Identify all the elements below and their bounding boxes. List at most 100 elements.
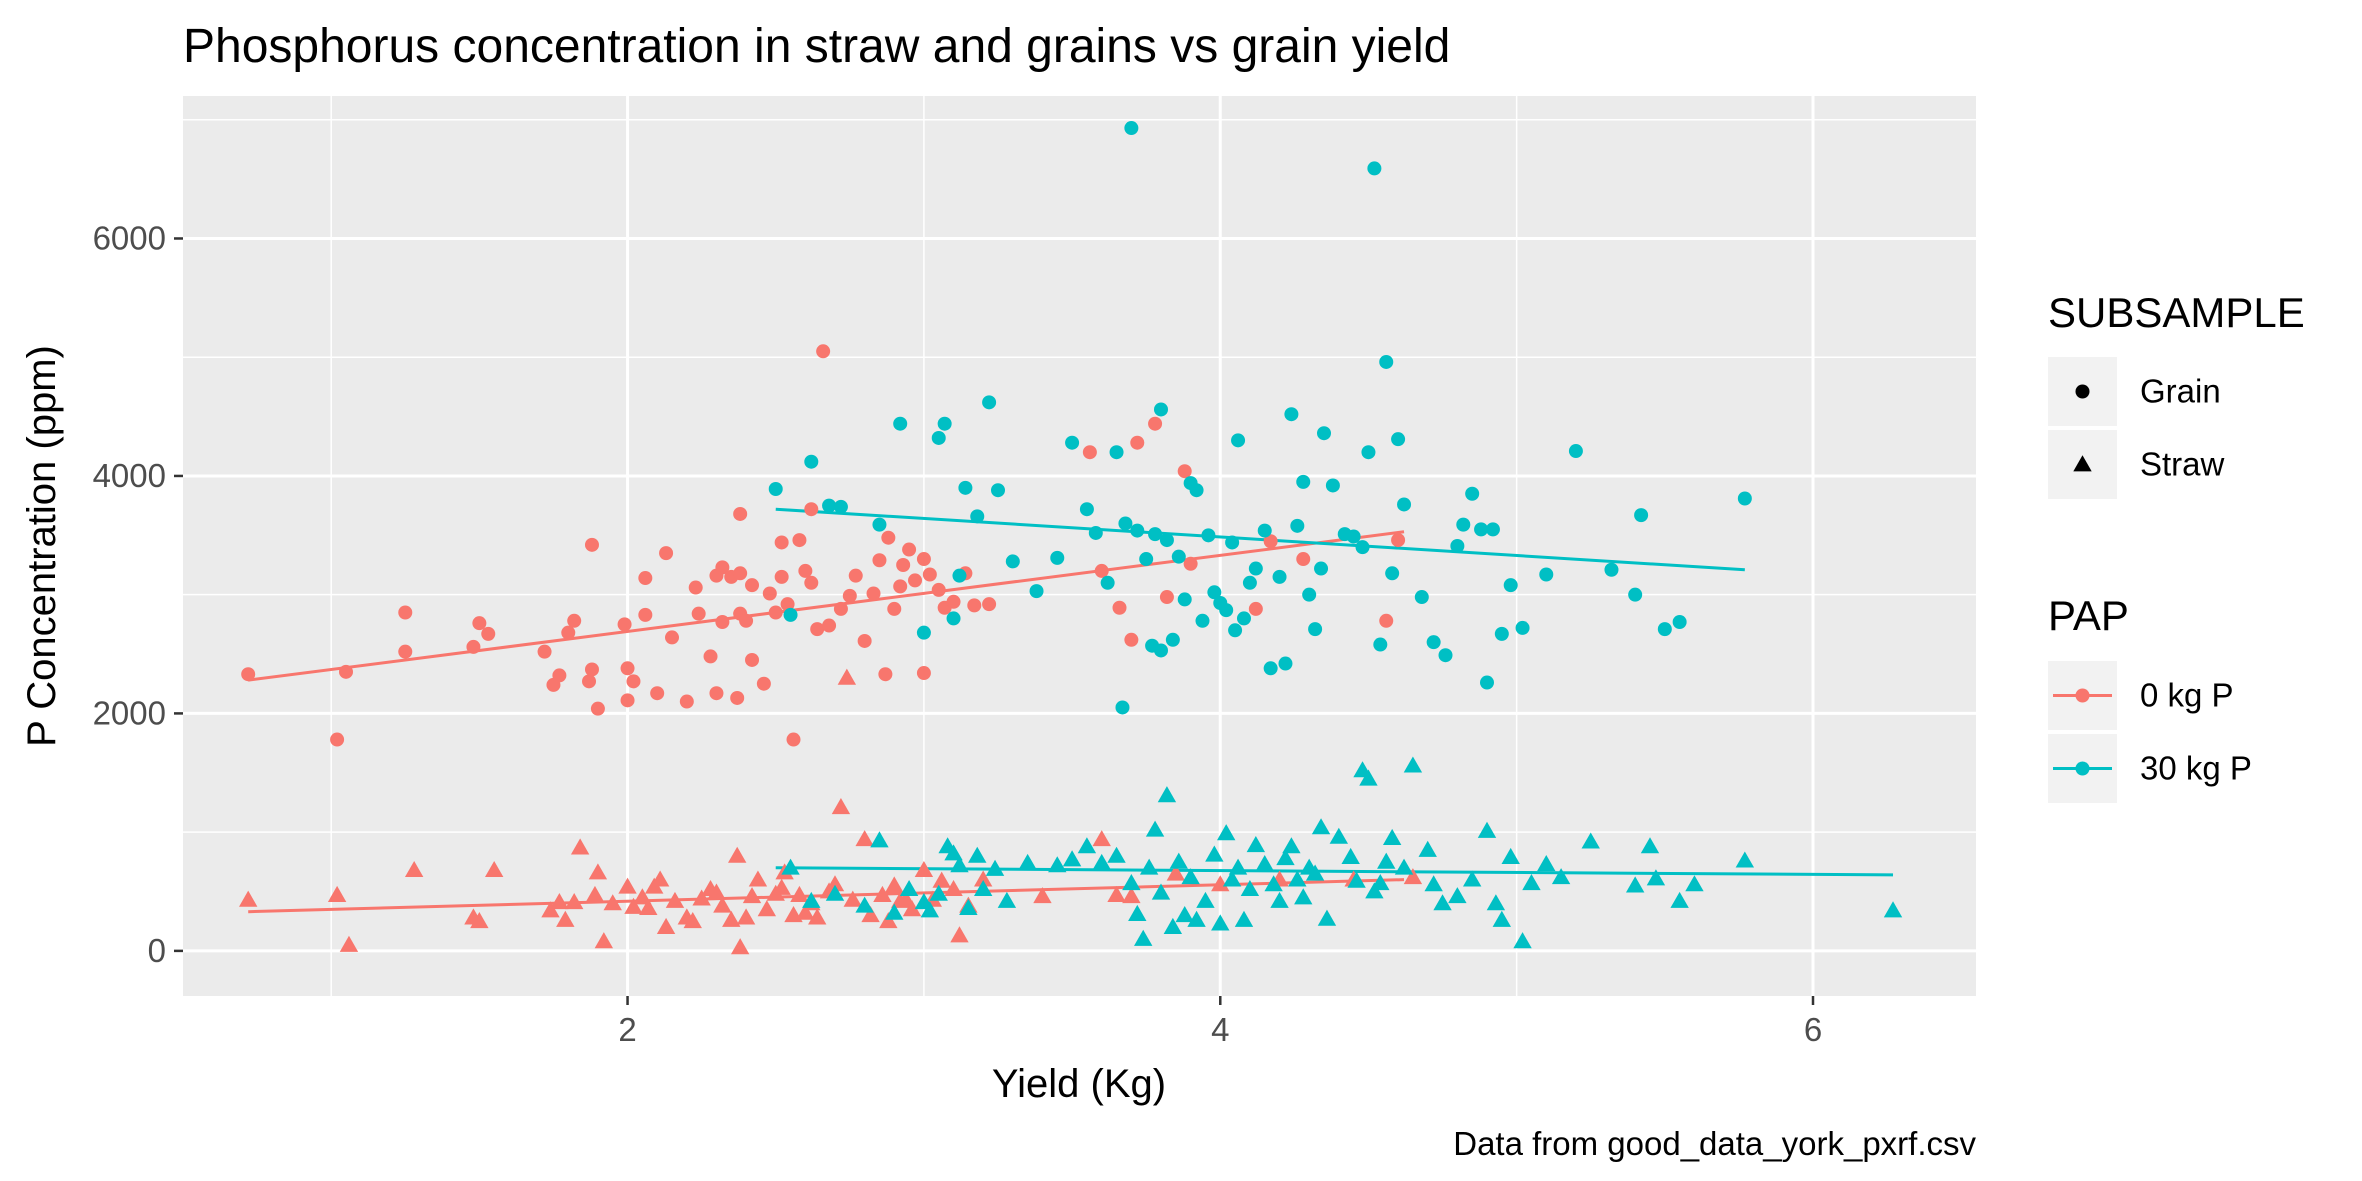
data-point [588, 863, 608, 880]
data-point [745, 652, 760, 667]
data-point [1211, 914, 1230, 931]
data-point [1503, 578, 1518, 593]
data-point [1379, 354, 1394, 369]
data-point [1094, 563, 1109, 578]
data-point [1234, 910, 1254, 927]
data-point [866, 586, 881, 601]
data-point [937, 416, 952, 431]
data-point [952, 568, 967, 583]
data-point [973, 870, 993, 887]
data-point [556, 910, 575, 927]
data-point [1181, 868, 1200, 885]
data-point [1634, 508, 1649, 523]
data-point [1231, 433, 1246, 448]
x-axis-title: Yield (Kg) [992, 1062, 1166, 1106]
data-point [873, 885, 892, 902]
data-point [584, 537, 599, 552]
data-point [1196, 891, 1215, 908]
data-point [688, 580, 703, 595]
data-point [541, 901, 560, 918]
data-point [1424, 875, 1443, 892]
data-point [1159, 590, 1174, 605]
trend-line [775, 507, 1745, 572]
data-point [1394, 858, 1414, 875]
data-point [1050, 550, 1065, 565]
data-point [1355, 540, 1370, 555]
data-point [1122, 874, 1141, 891]
data-point [1373, 637, 1388, 652]
data-point [780, 597, 795, 612]
x-tick-label: 6 [1804, 1011, 1822, 1048]
data-point [1282, 837, 1301, 854]
data-point [831, 798, 851, 815]
data-point [1171, 549, 1186, 564]
data-point [1883, 901, 1903, 918]
data-point [1325, 478, 1340, 493]
data-point [1183, 556, 1198, 571]
data-point [857, 633, 872, 648]
data-point [1092, 853, 1111, 870]
data-point [861, 906, 880, 923]
data-point [1062, 850, 1082, 867]
data-point [1082, 445, 1097, 460]
data-point [1403, 756, 1423, 773]
data-point [1124, 632, 1139, 647]
data-point [1276, 849, 1295, 866]
data-point [709, 686, 724, 701]
data-point [1109, 445, 1124, 460]
data-point [774, 535, 789, 550]
data-point [1311, 818, 1331, 835]
data-point [1148, 416, 1163, 431]
data-point [590, 701, 605, 716]
data-point [679, 694, 694, 709]
data-point [470, 911, 489, 929]
data-point [1211, 875, 1230, 892]
data-point [950, 856, 969, 873]
data-point [842, 588, 857, 603]
data-point [1474, 522, 1489, 537]
data-point [1494, 626, 1509, 641]
grid-minor [183, 96, 1976, 996]
data-point [1290, 518, 1305, 533]
data-point [804, 502, 819, 517]
data-point [582, 674, 597, 689]
data-point [774, 569, 789, 584]
data-point [1456, 517, 1471, 532]
data-point [825, 884, 845, 901]
data-point [1029, 584, 1044, 599]
data-point [570, 838, 590, 855]
data-point [914, 860, 934, 878]
data-point [1228, 623, 1243, 638]
data-point [944, 844, 963, 861]
data-point [1414, 590, 1429, 605]
data-point [1551, 868, 1571, 885]
data-point [1397, 497, 1412, 512]
data-point [1462, 870, 1482, 887]
y-axis: 0 2000 4000 6000 [93, 219, 183, 969]
data-point [756, 676, 771, 691]
data-point [703, 649, 718, 664]
data-point [1145, 820, 1165, 837]
data-point [931, 582, 946, 597]
data-point [1305, 864, 1325, 881]
data-point [1065, 435, 1080, 450]
data-point [950, 926, 969, 943]
legend-key-circle [2075, 384, 2090, 399]
data-point [1157, 786, 1177, 803]
data-point [1604, 562, 1619, 577]
data-point [1205, 845, 1224, 862]
data-point [733, 566, 748, 581]
data-point [1426, 635, 1441, 650]
data-point [1448, 887, 1467, 904]
data-point [1418, 840, 1437, 857]
data-point [715, 614, 730, 629]
data-point [617, 617, 632, 632]
data-point [398, 605, 413, 620]
data-point [1568, 444, 1583, 459]
data-point [804, 454, 819, 469]
data-point [561, 625, 576, 640]
data-point [618, 877, 637, 894]
data-point [902, 542, 917, 557]
data-point [1382, 828, 1402, 845]
